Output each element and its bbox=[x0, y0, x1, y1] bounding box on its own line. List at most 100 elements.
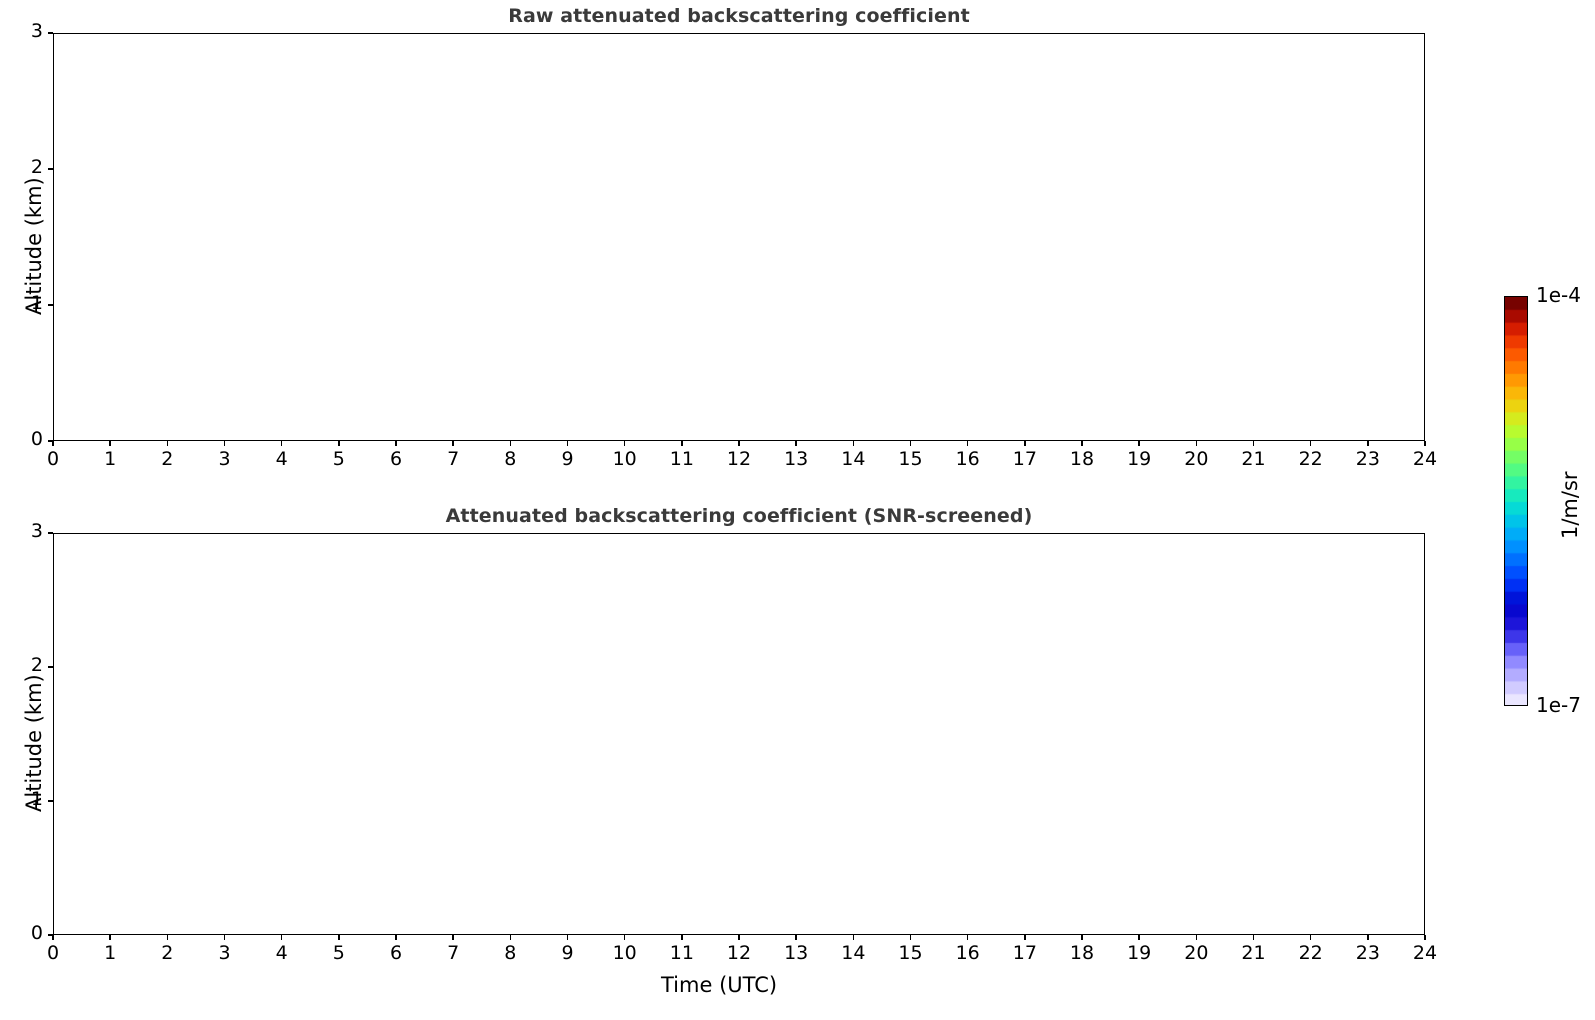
x-tick-label: 19 bbox=[1127, 942, 1152, 964]
y-tick-label: 2 bbox=[30, 156, 43, 178]
x-tick-label: 5 bbox=[332, 942, 345, 964]
x-tick-label: 1 bbox=[104, 448, 117, 470]
x-tick-label: 23 bbox=[1355, 448, 1380, 470]
x-tick-mark bbox=[738, 935, 740, 940]
x-tick-mark bbox=[109, 935, 111, 940]
axes-frame-raw bbox=[53, 33, 1425, 441]
x-tick-label: 24 bbox=[1412, 448, 1438, 470]
axes-frame-screened bbox=[53, 533, 1425, 935]
x-tick-mark bbox=[1081, 441, 1083, 446]
x-tick-mark bbox=[1024, 935, 1026, 940]
x-tick-label: 9 bbox=[561, 448, 574, 470]
x-tick-label: 13 bbox=[784, 942, 809, 964]
x-tick-label: 21 bbox=[1241, 448, 1266, 470]
x-tick-label: 14 bbox=[841, 942, 866, 964]
x-tick-mark bbox=[1081, 935, 1083, 940]
x-tick-label: 20 bbox=[1184, 942, 1209, 964]
x-tick-mark bbox=[852, 441, 855, 446]
x-tick-label: 22 bbox=[1298, 448, 1323, 470]
colorbar-unit-label: 1/m/sr bbox=[1558, 471, 1582, 539]
x-tick-mark bbox=[223, 441, 226, 446]
x-tick-label: 10 bbox=[612, 942, 637, 964]
x-tick-label: 3 bbox=[218, 942, 231, 964]
x-tick-label: 5 bbox=[332, 448, 345, 470]
x-tick-label: 12 bbox=[726, 942, 752, 964]
y-tick-label: 0 bbox=[30, 428, 43, 450]
x-tick-label: 1 bbox=[104, 942, 117, 964]
x-tick-mark bbox=[566, 935, 569, 940]
x-tick-mark bbox=[338, 935, 340, 940]
x-tick-label: 17 bbox=[1012, 448, 1037, 470]
x-tick-mark bbox=[52, 441, 54, 446]
colorbar-max-label: 1e-4 bbox=[1536, 283, 1581, 307]
y-tick-label: 3 bbox=[30, 520, 43, 542]
y-tick-mark bbox=[48, 800, 53, 802]
x-tick-mark bbox=[280, 935, 283, 940]
colorbar-min-label: 1e-7 bbox=[1536, 693, 1581, 717]
x-tick-label: 3 bbox=[218, 448, 231, 470]
x-tick-mark bbox=[52, 935, 54, 940]
x-tick-label: 10 bbox=[612, 448, 637, 470]
x-tick-label: 7 bbox=[447, 448, 460, 470]
x-tick-label: 19 bbox=[1127, 448, 1152, 470]
x-tick-mark bbox=[1024, 441, 1026, 446]
x-tick-label: 0 bbox=[46, 448, 60, 470]
colorbar-frame bbox=[1504, 296, 1528, 706]
x-tick-mark bbox=[795, 441, 797, 446]
x-tick-label: 23 bbox=[1355, 942, 1380, 964]
x-tick-label: 8 bbox=[504, 942, 517, 964]
x-tick-mark bbox=[966, 441, 969, 446]
x-tick-mark bbox=[280, 441, 283, 446]
y-tick-label: 2 bbox=[30, 654, 43, 676]
y-tick-label: 3 bbox=[30, 20, 43, 42]
x-tick-label: 9 bbox=[561, 942, 574, 964]
x-tick-label: 11 bbox=[669, 942, 694, 964]
x-tick-label: 16 bbox=[955, 942, 980, 964]
x-tick-mark bbox=[1138, 935, 1140, 940]
y-tick-mark bbox=[48, 304, 53, 306]
x-tick-mark bbox=[166, 441, 169, 446]
x-tick-mark bbox=[623, 935, 626, 940]
x-tick-label: 7 bbox=[447, 942, 460, 964]
y-tick-mark bbox=[48, 934, 53, 936]
x-tick-label: 24 bbox=[1412, 942, 1438, 964]
x-tick-mark bbox=[452, 935, 454, 940]
x-tick-label: 14 bbox=[841, 448, 866, 470]
x-tick-mark bbox=[1367, 441, 1369, 446]
x-tick-mark bbox=[109, 441, 111, 446]
y-tick-mark bbox=[48, 666, 53, 668]
x-tick-mark bbox=[395, 441, 397, 446]
x-tick-label: 21 bbox=[1241, 942, 1266, 964]
x-tick-mark bbox=[509, 441, 512, 446]
x-tick-label: 15 bbox=[898, 942, 923, 964]
panel-title-raw: Raw attenuated backscattering coefficien… bbox=[508, 5, 970, 27]
x-tick-mark bbox=[1252, 935, 1255, 940]
colorbar-gradient bbox=[1504, 296, 1528, 706]
x-tick-mark bbox=[566, 441, 569, 446]
x-tick-label: 2 bbox=[161, 942, 174, 964]
x-tick-label: 2 bbox=[161, 448, 174, 470]
x-tick-label: 16 bbox=[955, 448, 980, 470]
x-tick-mark bbox=[1138, 441, 1140, 446]
y-tick-label: 1 bbox=[30, 292, 43, 314]
x-tick-mark bbox=[1424, 935, 1426, 940]
x-tick-label: 12 bbox=[726, 448, 752, 470]
y-tick-mark bbox=[48, 32, 53, 34]
x-tick-mark bbox=[909, 441, 912, 446]
x-tick-label: 4 bbox=[275, 942, 288, 964]
x-tick-mark bbox=[966, 935, 969, 940]
x-tick-mark bbox=[1309, 935, 1312, 940]
x-tick-mark bbox=[166, 935, 169, 940]
x-tick-mark bbox=[452, 441, 454, 446]
y-tick-label: 0 bbox=[30, 922, 43, 944]
x-tick-mark bbox=[795, 935, 797, 940]
x-tick-mark bbox=[395, 935, 397, 940]
x-tick-mark bbox=[223, 935, 226, 940]
x-tick-mark bbox=[1309, 441, 1312, 446]
y-tick-mark bbox=[48, 168, 53, 170]
x-tick-mark bbox=[1367, 935, 1369, 940]
x-tick-mark bbox=[338, 441, 340, 446]
x-tick-label: 17 bbox=[1012, 942, 1037, 964]
y-tick-mark bbox=[48, 440, 53, 442]
